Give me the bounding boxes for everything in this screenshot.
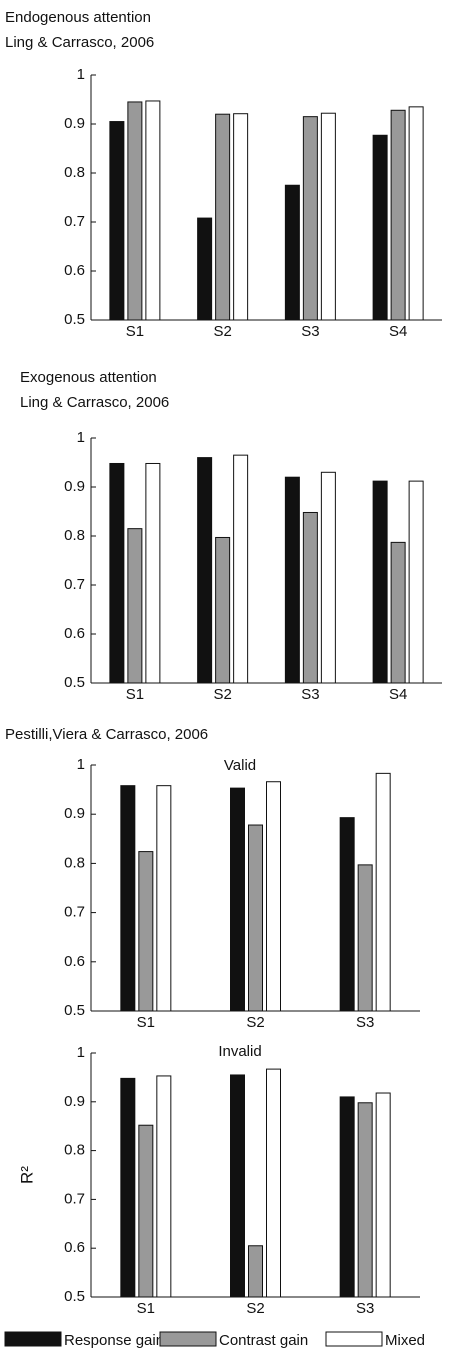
bar [233,454,249,684]
y-tick-label: 0.9 [64,805,85,822]
bar [109,121,125,321]
bar [233,113,249,321]
bar [375,1092,391,1298]
bar [248,1245,263,1298]
bar [109,462,125,684]
chart-subtitle: Invalid [218,1043,261,1060]
y-tick-label: 0.5 [64,1002,85,1019]
bar [215,536,231,684]
x-tick-label: S4 [389,323,407,340]
legend-label: Contrast gain [219,1332,308,1349]
x-tick-label: S3 [356,1014,374,1031]
bar [145,462,161,684]
bar [320,112,336,321]
x-tick-label: S1 [137,1014,155,1031]
chart-title: Endogenous attention [5,9,151,26]
bar [230,787,245,1012]
y-tick-label: 0.6 [64,1239,85,1256]
y-tick-label: 1 [77,1044,85,1061]
bar [339,817,355,1012]
bar [197,457,213,684]
y-tick-label: 0.9 [64,1093,85,1110]
y-tick-label: 1 [77,66,85,83]
bar [284,476,300,684]
y-tick-label: 0.6 [64,262,85,279]
bar [145,100,161,321]
bar [320,471,336,684]
x-tick-label: S3 [301,323,319,340]
y-tick-label: 0.9 [64,478,85,495]
bar [375,772,391,1012]
chart-title: Pestilli,Viera & Carrasco, 2006 [5,726,208,743]
bar [138,851,154,1012]
y-tick-label: 0.7 [64,1190,85,1207]
bar [215,113,231,321]
x-tick-label: S3 [356,1300,374,1317]
y-tick-label: 0.8 [64,164,85,181]
x-tick-label: S3 [301,686,319,703]
legend-swatch [325,1331,383,1347]
chart-subtitle: Ling & Carrasco, 2006 [5,34,154,51]
y-tick-label: 0.9 [64,115,85,132]
y-tick-label: 0.8 [64,1142,85,1159]
chart-subtitle: Ling & Carrasco, 2006 [20,394,169,411]
x-tick-label: S2 [213,686,231,703]
y-tick-label: 0.5 [64,674,85,691]
bar [357,864,373,1012]
bar [302,116,318,321]
bar [230,1074,245,1298]
legend-label: Response gain [64,1332,164,1349]
bar [138,1124,154,1298]
bar [127,101,143,321]
y-tick-label: 0.7 [64,213,85,230]
bar [408,106,424,321]
x-tick-label: S4 [389,686,407,703]
legend-label: Mixed [385,1332,425,1349]
y-tick-label: 0.5 [64,1288,85,1305]
bar [390,109,406,321]
x-tick-label: S1 [126,323,144,340]
y-tick-label: 0.8 [64,854,85,871]
y-tick-label: 0.6 [64,953,85,970]
y-tick-label: 0.5 [64,311,85,328]
bar [156,785,172,1012]
bar [302,511,318,684]
legend-swatch [159,1331,217,1347]
bar [266,1068,281,1298]
bar [127,528,143,684]
bar [408,480,424,684]
bar [390,541,406,684]
y-tick-label: 0.7 [64,904,85,921]
bar [284,184,300,321]
bar [120,785,136,1012]
bar [156,1075,172,1298]
bar [266,781,281,1012]
chart-title: Exogenous attention [20,369,157,386]
y-tick-label: 0.8 [64,527,85,544]
bar [357,1102,373,1298]
y-tick-label: 1 [77,429,85,446]
y-axis-label: R² [17,1166,36,1184]
bar [248,824,263,1012]
x-tick-label: S2 [213,323,231,340]
bar [372,480,388,684]
x-tick-label: S2 [246,1300,264,1317]
bar [120,1077,136,1298]
bar [372,134,388,321]
x-tick-label: S2 [246,1014,264,1031]
y-tick-label: 1 [77,756,85,773]
chart-subtitle: Valid [224,757,256,774]
bar [197,217,213,321]
x-tick-label: S1 [126,686,144,703]
bar [339,1096,355,1298]
x-tick-label: S1 [137,1300,155,1317]
legend-swatch [4,1331,62,1347]
y-tick-label: 0.6 [64,625,85,642]
y-tick-label: 0.7 [64,576,85,593]
